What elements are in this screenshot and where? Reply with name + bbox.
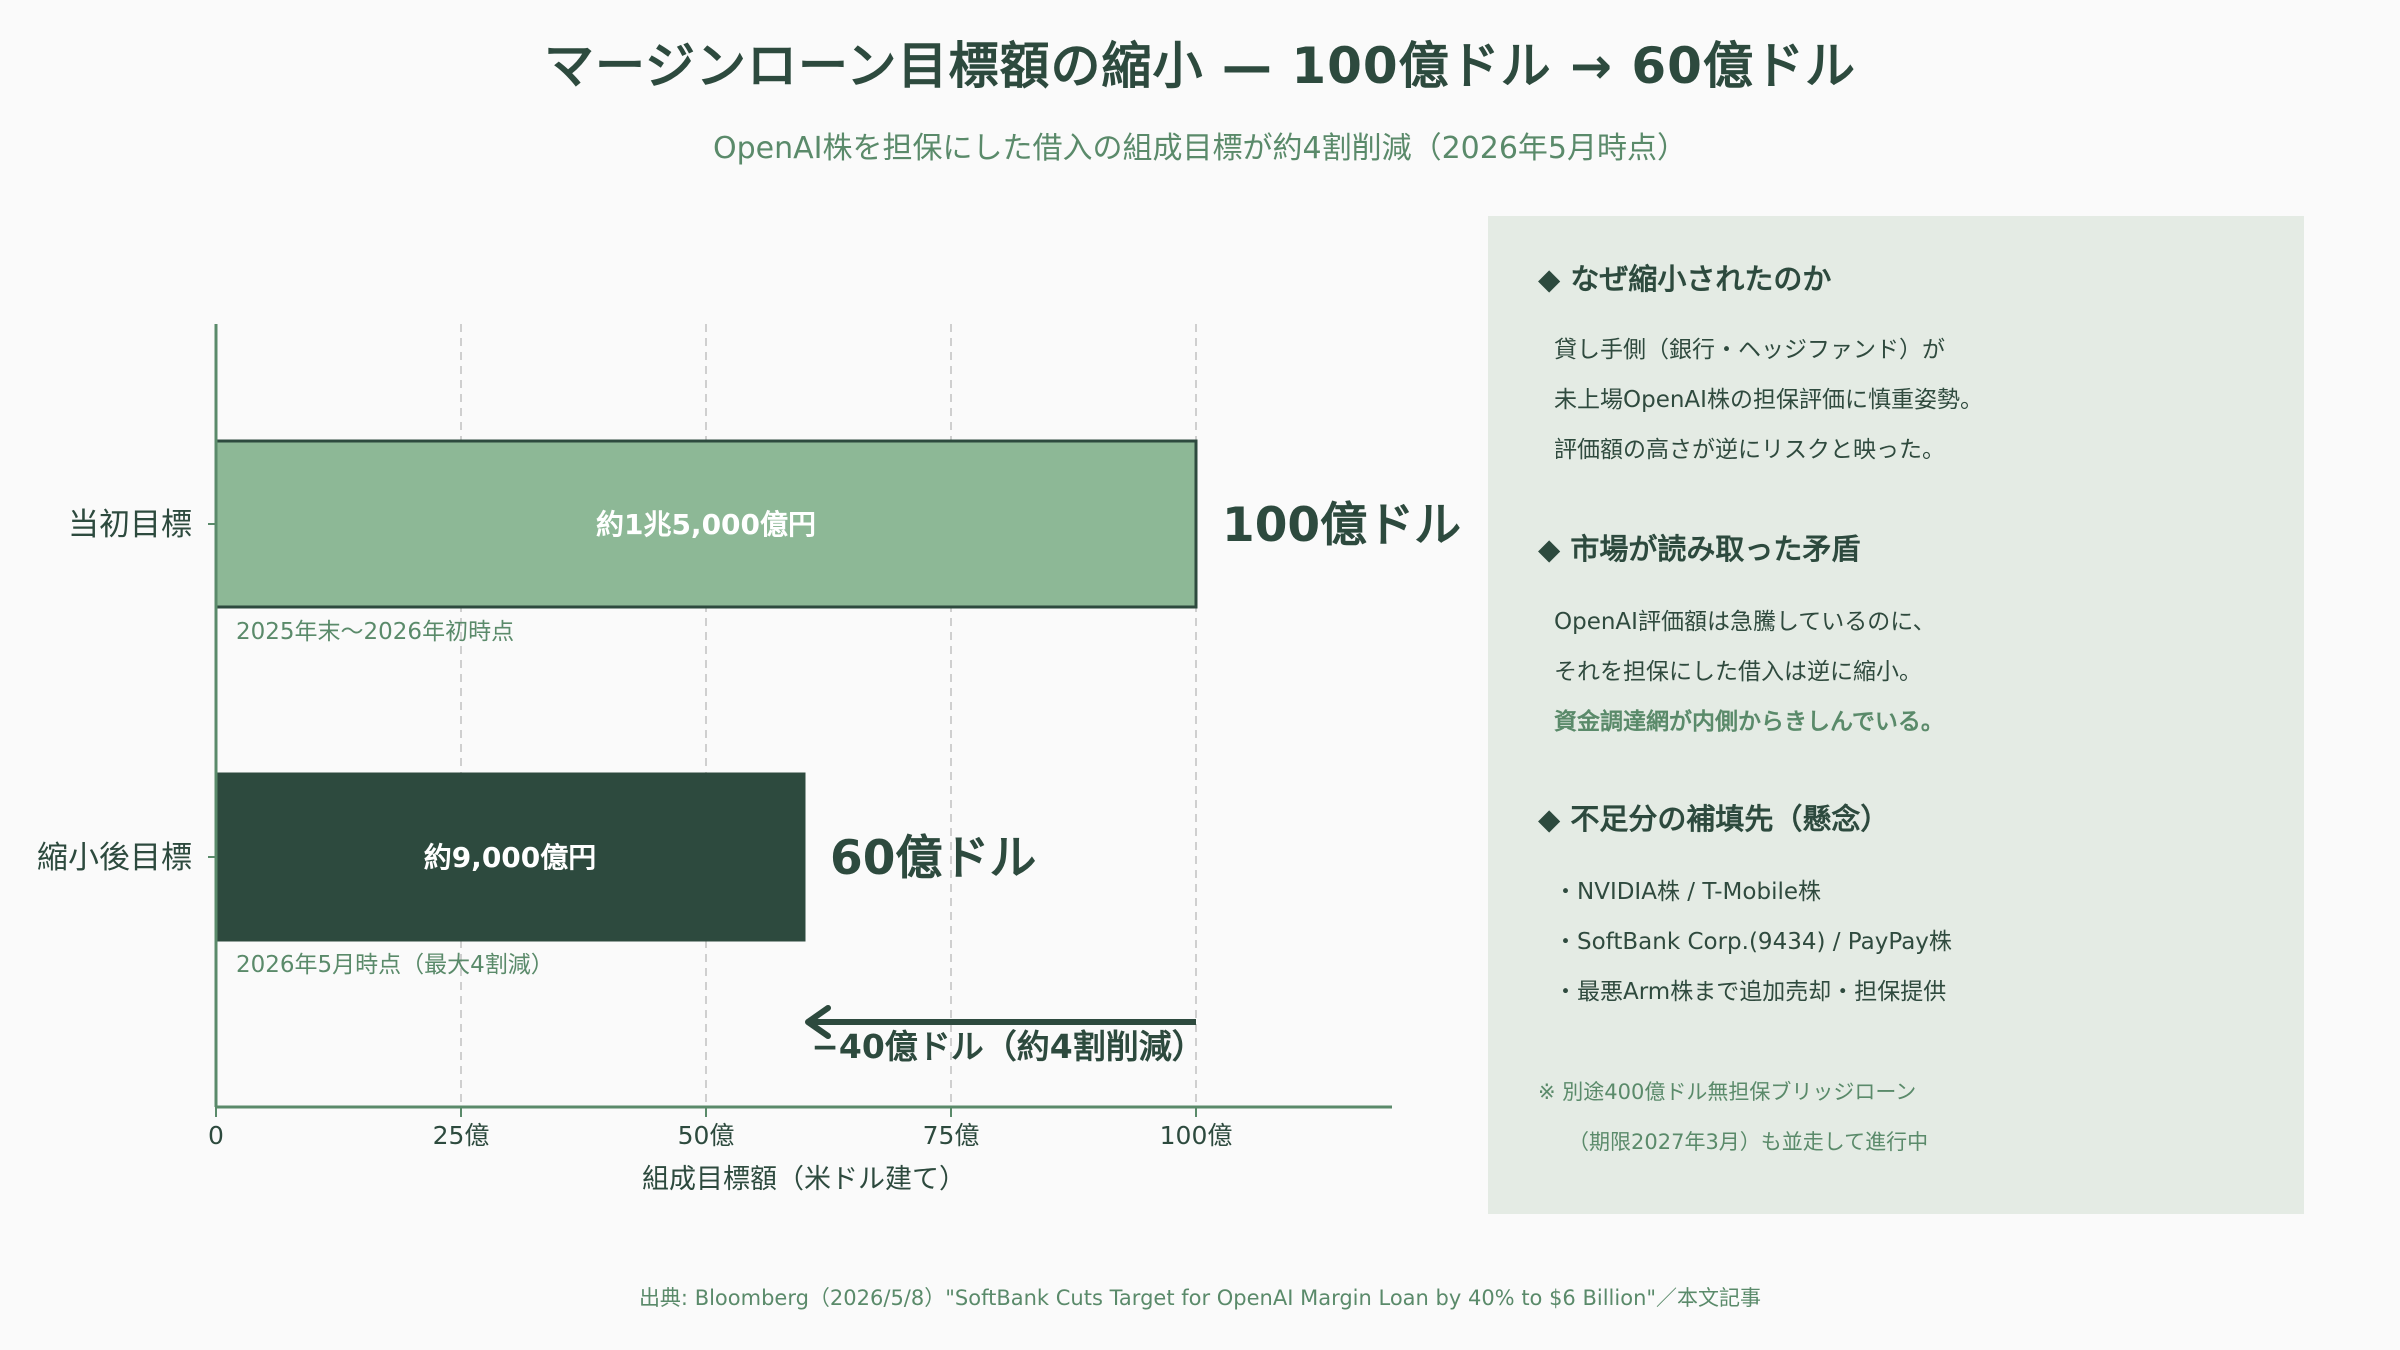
bar-value-label-1: 約9,000億円 [424,841,597,874]
category-label-1: 縮小後目標 [37,840,192,876]
bar-chart: 約1兆5,000億円 100億ドル 2025年末〜2026年初時点 当初目標約9,00… [37,324,1461,1195]
why-line-3: 評価額の高さが逆にリスクと映った。 [1554,437,1945,463]
shortfall-line-2: ・SoftBank Corp.(9434) / PayPay株 [1554,929,1952,955]
chart-subtitle: OpenAI株を担保にした借入の組成目標が約4割削減（2026年5月時点） [712,131,1688,166]
section-heading-why: ◆ なぜ縮小されたのか [1538,262,1832,296]
x-tick-label-2: 50億 [678,1121,735,1150]
x-axis-label: 組成目標額（米ドル建て） [642,1164,966,1195]
contradiction-line-1: OpenAI評価額は急騰しているのに、 [1554,609,1936,635]
bar-0 [214,439,1198,609]
category-label-0: 当初目標 [68,507,192,543]
note-line-1: ※ 別途400億ドル無担保ブリッジローン [1538,1080,1917,1104]
explanation-panel: ◆ なぜ縮小されたのか 貸し手側（銀行・ヘッジファンド）が 未上場OpenAI株… [1488,216,2304,1214]
why-line-1: 貸し手側（銀行・ヘッジファンド）が [1554,337,1945,363]
x-tick-label-1: 25億 [433,1121,490,1150]
shortfall-line-3: ・最悪Arm株まで追加売却・担保提供 [1554,979,1947,1005]
x-tick-label-3: 75億 [923,1121,980,1150]
section-heading-contradiction: ◆ 市場が読み取った矛盾 [1538,532,1861,566]
why-line-2: 未上場OpenAI株の担保評価に慎重姿勢。 [1554,387,1983,413]
reduction-arrow-head [805,1005,831,1039]
shortfall-line-1: ・NVIDIA株 / T-Mobile株 [1554,879,1822,905]
bar-note-1: 2026年5月時点（最大4割減） [236,952,554,978]
chart-title: マージンローン目標額の縮小 — 100億ドル → 60億ドル [544,37,1856,95]
contradiction-line-2: それを担保にした借入は逆に縮小。 [1554,659,1922,685]
bar-note-0: 2025年末〜2026年初時点 [236,619,514,645]
x-tick-label-0: 0 [208,1121,224,1150]
bar-value-label-0: 約1兆5,000億円 [596,508,816,541]
contradiction-emphasis: 資金調達網が内側からきしんでいる。 [1554,709,1944,735]
bar-1 [214,772,806,942]
note-line-2: （期限2027年3月）も並走して進行中 [1568,1130,1929,1154]
source-citation: 出典: Bloomberg（2026/5/8）"SoftBank Cuts Ta… [638,1286,1762,1310]
bar-end-label-0: 100億ドル [1222,498,1461,553]
x-tick-label-4: 100億 [1160,1121,1233,1150]
bar-end-label-1: 60億ドル [830,831,1036,886]
section-heading-shortfall: ◆ 不足分の補填先（懸念） [1538,802,1890,836]
reduction-annotation: −40億ドル（約4割削減） [811,1027,1205,1066]
